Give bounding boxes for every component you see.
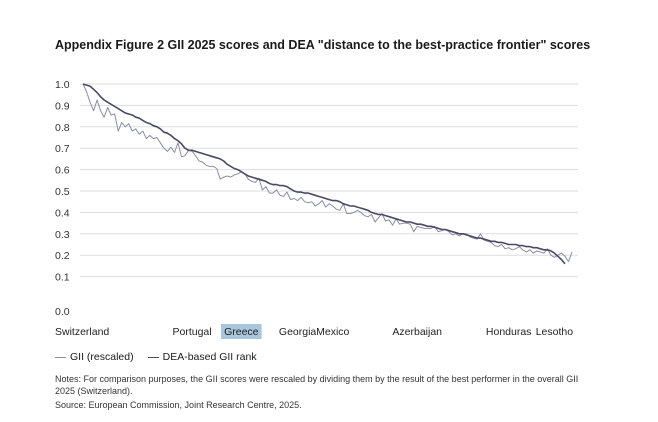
legend-item-gii: GII (rescaled) [55, 351, 134, 363]
y-tick-label: 0.3 [55, 229, 70, 241]
y-tick-label: 0.2 [55, 250, 70, 262]
series-line-dea [82, 83, 566, 265]
legend-label-dea: DEA-based GII rank [162, 351, 257, 363]
legend-label-gii: GII (rescaled) [70, 351, 134, 363]
y-axis-ticks: 1.0 0.9 0.8 0.7 0.6 0.5 0.4 0.3 0.2 0.1 0.0 [55, 79, 70, 318]
chart-source: Source: European Commission, Joint Resea… [55, 400, 302, 410]
series-lines [82, 83, 573, 265]
grid-layer [80, 83, 578, 278]
x-axis-label: Mexico [316, 326, 349, 338]
y-tick-label: 1.0 [55, 79, 70, 91]
x-axis-labels: Switzerland Portugal Greece Georgia Mexico Az… [55, 324, 573, 339]
chart-notes: Notes: For comparison purposes, the GII … [55, 374, 579, 396]
legend-swatch-dea [147, 356, 159, 358]
chart-plot: 1.0 0.9 0.8 0.7 0.6 0.5 0.4 0.3 0.2 0.1 0.0 Switze… [55, 79, 578, 339]
y-tick-label: 0.7 [55, 143, 70, 155]
series-line-gii [82, 83, 573, 263]
x-axis-label: Honduras [486, 326, 532, 338]
y-tick-label: 0.9 [55, 100, 70, 112]
x-axis-label: Switzerland [55, 326, 109, 338]
y-tick-label: 0.5 [55, 186, 70, 198]
y-tick-label: 0.1 [55, 272, 70, 284]
y-tick-label: 0.6 [55, 165, 70, 177]
x-axis-label: Azerbaijan [392, 326, 442, 338]
legend: GII (rescaled) DEA-based GII rank [55, 351, 257, 363]
chart-title: Appendix Figure 2 GII 2025 scores and DE… [55, 38, 591, 52]
x-axis-label: Portugal [173, 326, 212, 338]
y-tick-label: 0.0 [55, 306, 70, 318]
legend-item-dea: DEA-based GII rank [147, 351, 257, 363]
x-axis-label: Georgia [279, 326, 317, 338]
x-label-highlight [221, 324, 262, 339]
y-tick-label: 0.8 [55, 122, 70, 134]
y-tick-label: 0.4 [55, 207, 70, 219]
x-axis-label: Lesotho [536, 326, 574, 338]
legend-swatch-gii [55, 356, 66, 358]
x-axis-label: Greece [224, 326, 259, 338]
